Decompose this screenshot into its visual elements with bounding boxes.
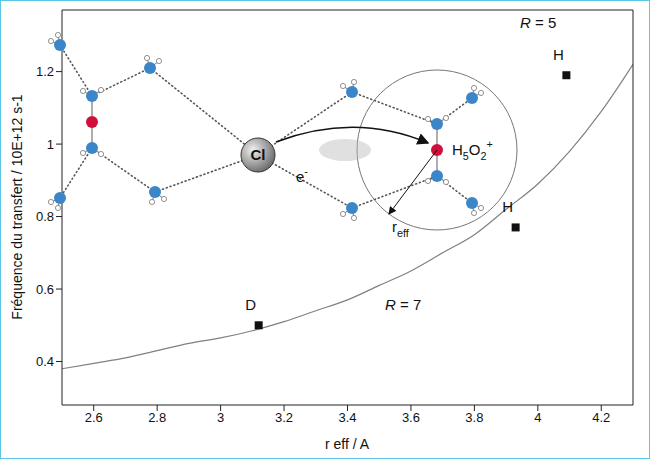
- svg-text:H: H: [553, 46, 564, 63]
- svg-text:e-: e-: [296, 165, 308, 185]
- svg-text:1.2: 1.2: [36, 64, 54, 79]
- svg-text:Cl: Cl: [251, 146, 266, 163]
- svg-text:3.8: 3.8: [465, 410, 483, 425]
- svg-text:3: 3: [217, 410, 224, 425]
- svg-text:R = 5: R = 5: [520, 14, 556, 31]
- svg-text:r eff / A: r eff / A: [325, 436, 370, 452]
- svg-text:reff: reff: [392, 218, 410, 239]
- svg-text:3.4: 3.4: [338, 410, 356, 425]
- svg-text:0.4: 0.4: [36, 354, 54, 369]
- svg-text:H5O2+: H5O2+: [452, 138, 493, 161]
- svg-text:Fréquence du transfert / 10E+1: Fréquence du transfert / 10E+12 s-1: [9, 94, 25, 320]
- svg-text:4.2: 4.2: [592, 410, 610, 425]
- svg-text:4: 4: [534, 410, 541, 425]
- svg-text:3.2: 3.2: [275, 410, 293, 425]
- svg-text:0.8: 0.8: [36, 209, 54, 224]
- svg-text:H: H: [502, 198, 513, 215]
- svg-text:R = 7: R = 7: [385, 296, 421, 313]
- svg-text:2.8: 2.8: [148, 410, 166, 425]
- svg-text:2.6: 2.6: [85, 410, 103, 425]
- svg-text:0.6: 0.6: [36, 282, 54, 297]
- svg-text:1: 1: [47, 137, 54, 152]
- svg-text:D: D: [245, 296, 256, 313]
- svg-text:3.6: 3.6: [402, 410, 420, 425]
